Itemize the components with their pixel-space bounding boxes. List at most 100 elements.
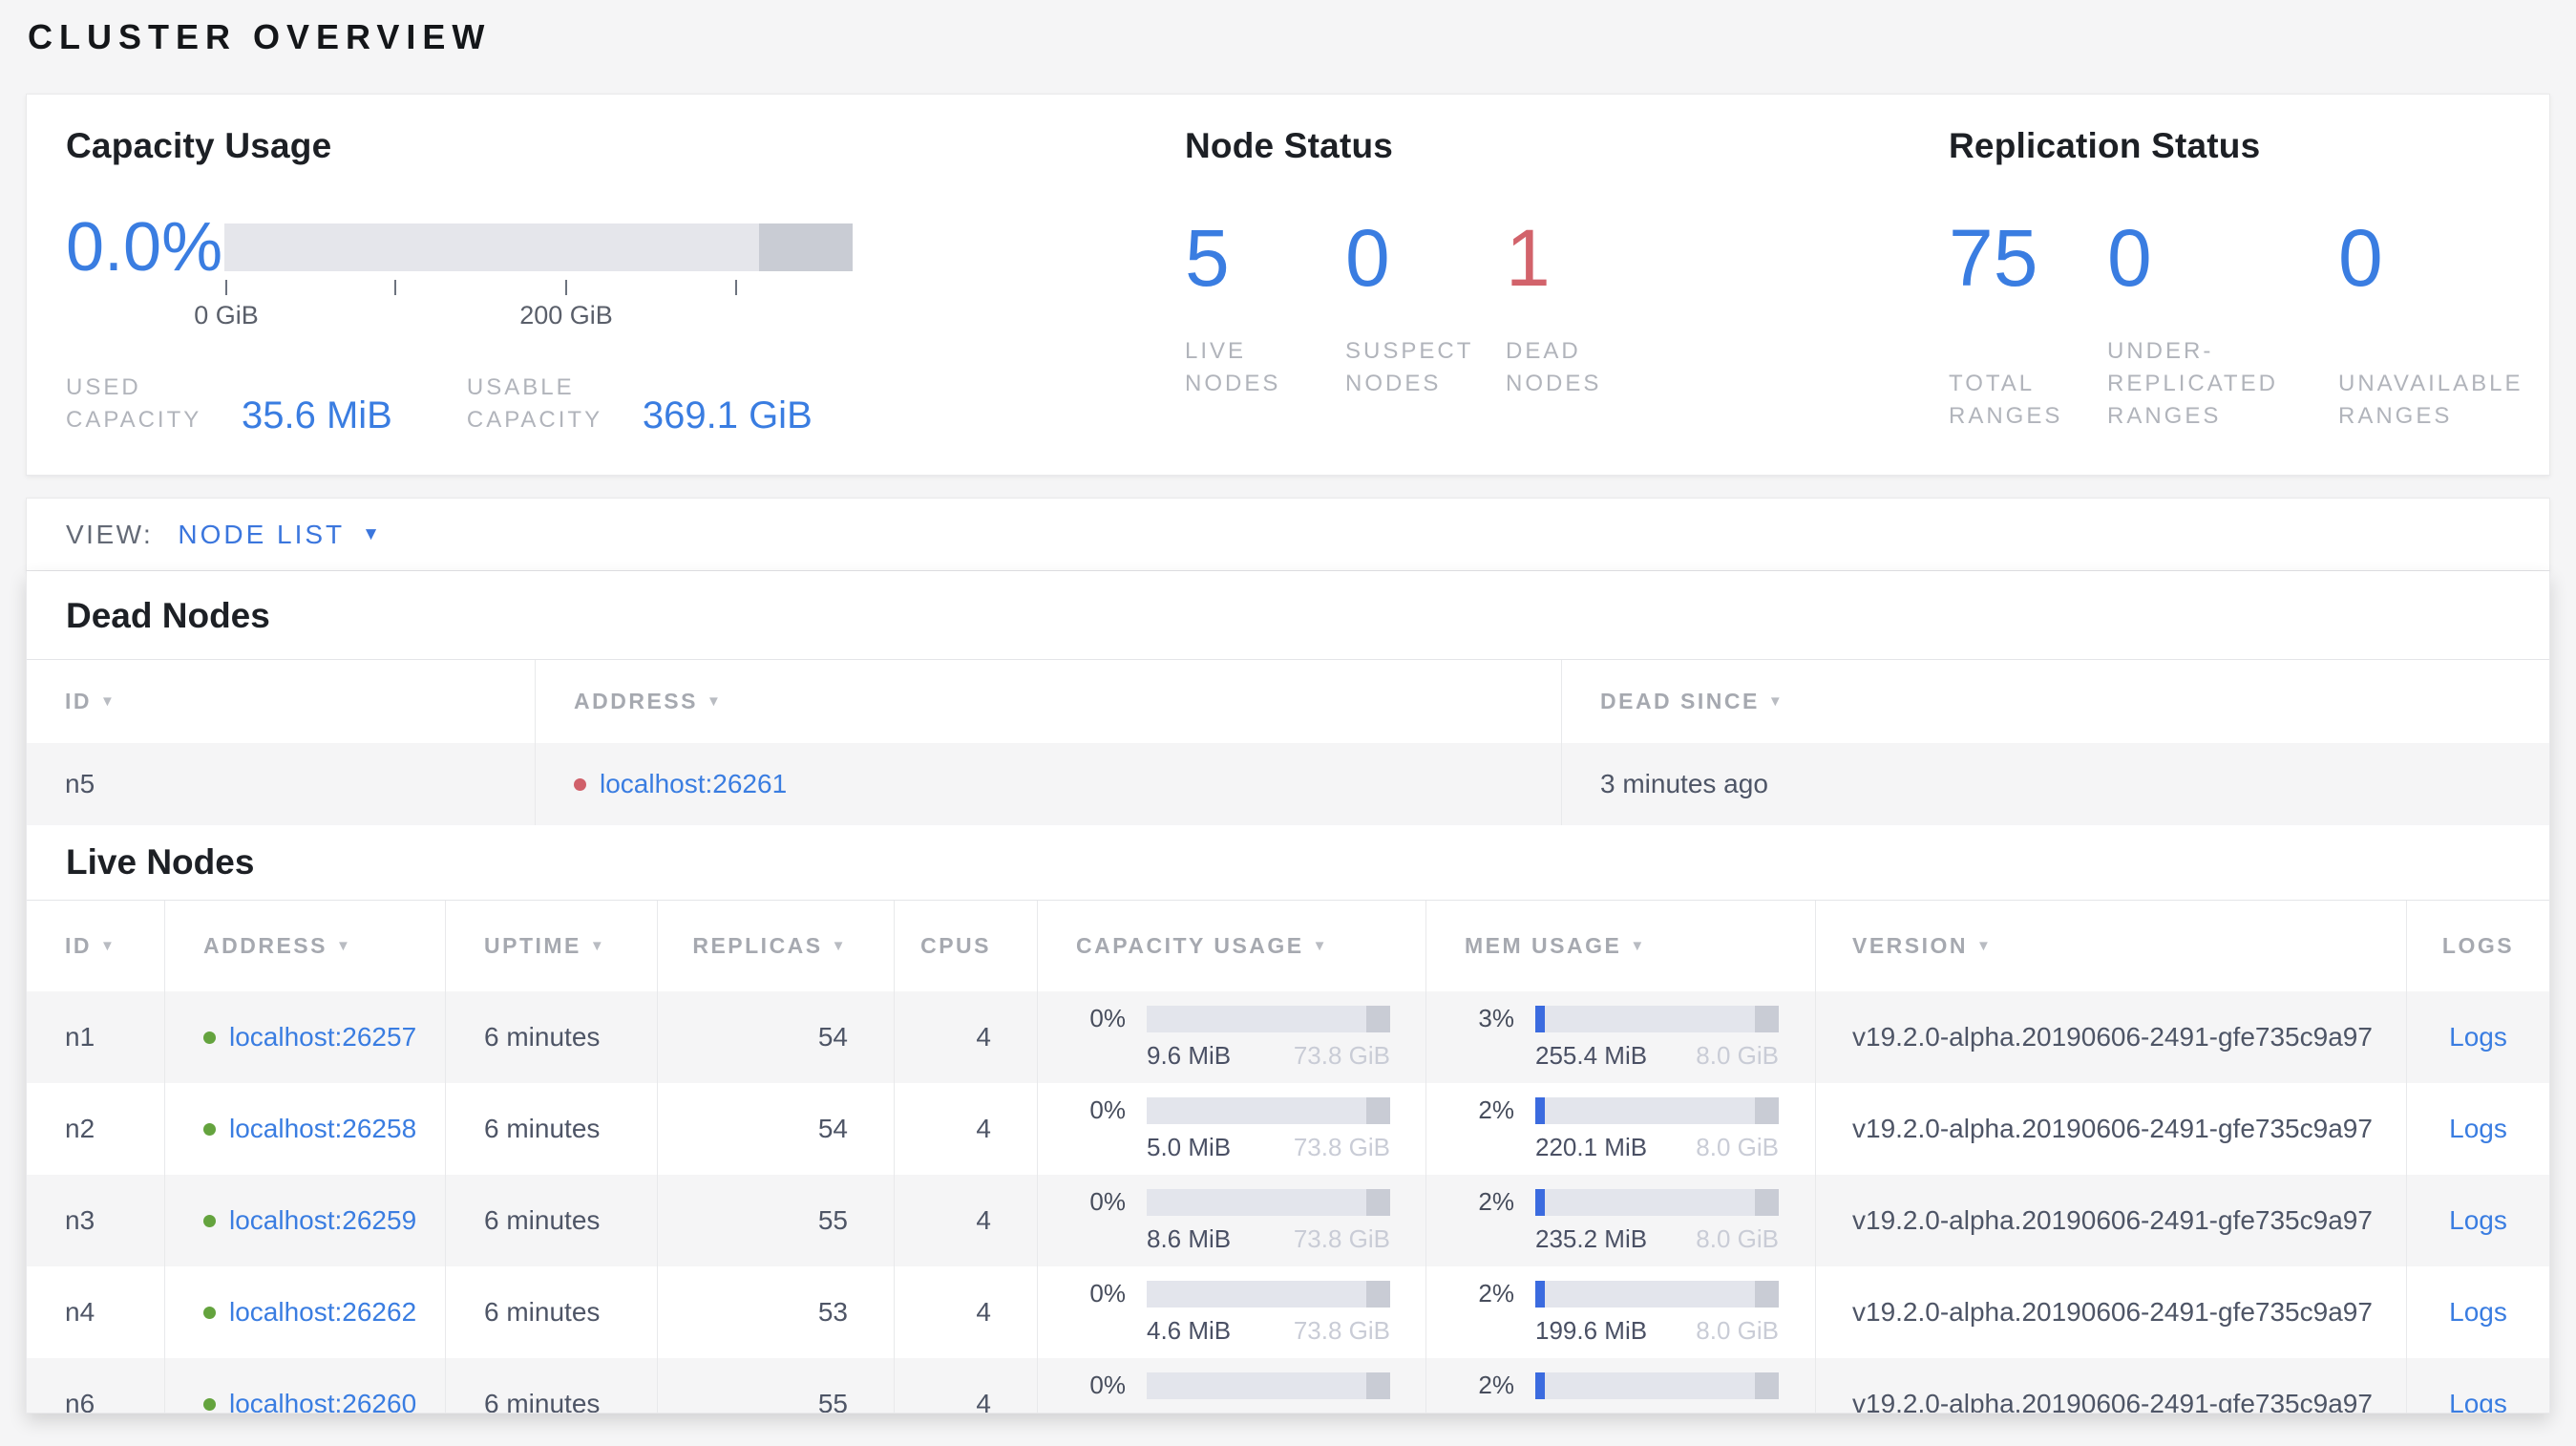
- mem-total-value: 8.0 GiB: [1696, 1133, 1779, 1161]
- live-node-replicas: 54: [658, 1083, 895, 1175]
- axis-tick: [565, 280, 567, 295]
- mem-percent-label: 3%: [1478, 1004, 1514, 1032]
- live-node-row: n6 localhost:26260 6 minutes 55 4 0% 7.8…: [27, 1358, 2549, 1414]
- live-node-version: v19.2.0-alpha.20190606-2491-gfe735c9a97: [1816, 991, 2407, 1083]
- live-node-mem-usage: 2% 225.5 MiB 8.0 GiB: [1426, 1358, 1816, 1413]
- capacity-total-value: 73.8 GiB: [1293, 1133, 1390, 1161]
- usable-capacity-value: 369.1 GiB: [642, 394, 813, 436]
- live-node-row: n2 localhost:26258 6 minutes 54 4 0% 5.0…: [27, 1083, 2549, 1175]
- live-col-version[interactable]: VERSION ▼: [1816, 901, 2407, 991]
- sort-desc-icon: ▼: [100, 938, 117, 954]
- mem-percent-label: 2%: [1478, 1371, 1514, 1399]
- live-node-address-link[interactable]: localhost:26259: [229, 1205, 417, 1235]
- mem-mini-bar-endcap: [1754, 1372, 1779, 1399]
- capacity-percent-label: 0%: [1089, 1371, 1126, 1399]
- live-node-id: n3: [27, 1175, 165, 1266]
- capacity-mini-bar-endcap: [1365, 1280, 1390, 1308]
- unavailable-ranges-label: UNAVAILABLE RANGES: [2338, 371, 2523, 429]
- live-node-capacity-usage: 0% 9.6 MiB 73.8 GiB: [1038, 991, 1426, 1083]
- capacity-mini-bar-endcap: [1365, 1372, 1390, 1399]
- live-col-uptime[interactable]: UPTIME ▼: [446, 901, 658, 991]
- live-node-capacity-usage: 0% 8.6 MiB 73.8 GiB: [1038, 1175, 1426, 1266]
- live-col-logs-label: LOGS: [2441, 933, 2515, 958]
- live-node-version: v19.2.0-alpha.20190606-2491-gfe735c9a97: [1816, 1266, 2407, 1358]
- replication-status-panel: Replication Status 75 0 0 TOTAL RANGES U…: [1949, 126, 2560, 433]
- live-col-address-label: ADDRESS: [203, 933, 327, 958]
- capacity-mini-bar: [1147, 1005, 1390, 1032]
- live-col-replicas[interactable]: REPLICAS ▼: [658, 901, 895, 991]
- logs-link[interactable]: Logs: [2449, 1114, 2507, 1143]
- live-status-dot: [203, 1031, 216, 1044]
- logs-link[interactable]: Logs: [2449, 1205, 2507, 1235]
- live-node-replicas: 55: [658, 1175, 895, 1266]
- capacity-mini-bar-endcap: [1365, 1188, 1390, 1216]
- total-ranges-count: 75: [1949, 213, 2038, 303]
- live-col-mem-usage-label: MEM USAGE: [1465, 933, 1622, 958]
- capacity-usage-panel: Capacity Usage 0.0% 0 GiB 200 GiB: [66, 126, 1135, 436]
- live-col-capacity-usage[interactable]: CAPACITY USAGE ▼: [1038, 901, 1426, 991]
- sort-desc-icon: ▼: [589, 938, 607, 954]
- view-selector-dropdown[interactable]: NODE LIST ▼: [178, 520, 380, 550]
- logs-link[interactable]: Logs: [2449, 1297, 2507, 1327]
- capacity-mini-bar: [1147, 1188, 1390, 1216]
- capacity-bar-endcap: [758, 223, 853, 271]
- live-col-logs: LOGS: [2407, 901, 2549, 991]
- live-col-address[interactable]: ADDRESS ▼: [165, 901, 446, 991]
- view-selected-value: NODE LIST: [178, 519, 346, 549]
- live-node-id: n6: [27, 1358, 165, 1413]
- live-node-capacity-usage: 0% 7.8 MiB 73.8 GiB: [1038, 1358, 1426, 1413]
- live-status-dot: [203, 1397, 216, 1411]
- axis-label-0gib: 0 GiB: [194, 301, 259, 330]
- mem-mini-bar-endcap: [1754, 1005, 1779, 1032]
- live-node-id: n4: [27, 1266, 165, 1358]
- live-col-cpus-label: CPUS: [920, 933, 991, 958]
- sort-desc-icon: ▼: [1767, 693, 1785, 710]
- capacity-percent-label: 0%: [1089, 1004, 1126, 1032]
- mem-used-value: 235.2 MiB: [1535, 1224, 1648, 1253]
- dropdown-arrow-icon: ▼: [362, 523, 380, 544]
- dead-nodes-count: 1: [1506, 213, 1551, 303]
- mem-mini-bar: [1535, 1188, 1779, 1216]
- live-node-mem-usage: 2% 235.2 MiB 8.0 GiB: [1426, 1175, 1816, 1266]
- mem-mini-bar-fill: [1535, 1372, 1545, 1399]
- capacity-mini-bar: [1147, 1280, 1390, 1308]
- logs-link[interactable]: Logs: [2449, 1022, 2507, 1052]
- live-col-id[interactable]: ID ▼: [27, 901, 165, 991]
- live-nodes-table: ID ▼ ADDRESS ▼ UPTIME ▼ REPLICAS ▼ CPUS …: [27, 900, 2549, 1414]
- nodes-tables-card: Dead Nodes ID ▼ ADDRESS ▼ DEAD SINCE ▼ n…: [26, 571, 2550, 1414]
- live-col-cpus: CPUS: [895, 901, 1038, 991]
- dead-node-address-link[interactable]: localhost:26261: [600, 769, 788, 798]
- live-col-mem-usage[interactable]: MEM USAGE ▼: [1426, 901, 1816, 991]
- live-node-cpus: 4: [895, 1083, 1038, 1175]
- unavailable-ranges-count: 0: [2338, 213, 2383, 303]
- dead-status-dot: [574, 777, 586, 791]
- live-node-cpus: 4: [895, 1266, 1038, 1358]
- axis-tick: [735, 280, 737, 295]
- live-status-dot: [203, 1214, 216, 1227]
- live-col-capacity-usage-label: CAPACITY USAGE: [1076, 933, 1304, 958]
- live-node-address-link[interactable]: localhost:26257: [229, 1022, 417, 1052]
- mem-mini-bar-endcap: [1754, 1280, 1779, 1308]
- mem-total-value: 8.0 GiB: [1696, 1224, 1779, 1253]
- live-node-address-cell: localhost:26260: [165, 1358, 446, 1414]
- live-nodes-count: 5: [1185, 213, 1230, 303]
- live-node-address-link[interactable]: localhost:26260: [229, 1389, 417, 1414]
- capacity-percent-label: 0%: [1089, 1279, 1126, 1308]
- live-status-dot: [203, 1306, 216, 1319]
- dead-col-id[interactable]: ID ▼: [27, 660, 536, 743]
- live-node-logs-cell: Logs: [2407, 1083, 2549, 1175]
- logs-link[interactable]: Logs: [2449, 1389, 2507, 1414]
- live-node-address-link[interactable]: localhost:26262: [229, 1297, 417, 1327]
- capacity-percent-label: 0%: [1089, 1187, 1126, 1216]
- dead-col-dead-since[interactable]: DEAD SINCE ▼: [1562, 660, 2549, 743]
- live-node-mem-usage: 2% 199.6 MiB 8.0 GiB: [1426, 1266, 1816, 1358]
- sort-desc-icon: ▼: [335, 938, 353, 954]
- live-node-address-link[interactable]: localhost:26258: [229, 1114, 417, 1143]
- capacity-used-value: 9.6 MiB: [1147, 1041, 1232, 1070]
- capacity-percent-label: 0%: [1089, 1095, 1126, 1124]
- live-node-row: n4 localhost:26262 6 minutes 53 4 0% 4.6…: [27, 1266, 2549, 1358]
- dead-col-address[interactable]: ADDRESS ▼: [536, 660, 1562, 743]
- sort-desc-icon: ▼: [706, 693, 724, 710]
- axis-tick: [225, 280, 227, 295]
- mem-mini-bar-fill: [1535, 1280, 1545, 1308]
